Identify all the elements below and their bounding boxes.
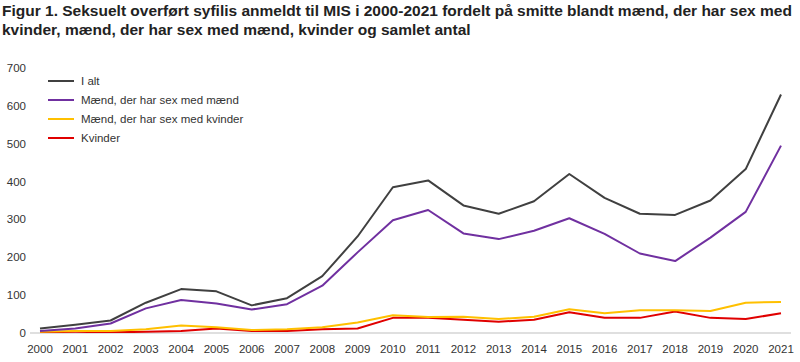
x-tick-label: 2005 [204, 343, 230, 355]
plot-area [40, 95, 781, 333]
x-tick-label: 2013 [486, 343, 512, 355]
y-tick-label: 0 [20, 327, 26, 339]
x-tick-label: 2009 [345, 343, 371, 355]
legend-swatch [48, 137, 74, 139]
x-tick-label: 2008 [309, 343, 335, 355]
x-tick-label: 2018 [662, 343, 688, 355]
series-line [40, 95, 781, 329]
y-tick-label: 500 [7, 138, 26, 150]
x-tick-label: 2015 [556, 343, 582, 355]
x-tick-label: 2003 [133, 343, 159, 355]
legend-swatch [48, 80, 74, 82]
y-tick-label: 100 [7, 289, 26, 301]
legend-label: I alt [81, 75, 100, 87]
x-tick-label: 2016 [592, 343, 618, 355]
y-tick-label: 300 [7, 213, 26, 225]
x-tick-label: 2012 [451, 343, 477, 355]
legend-swatch [48, 118, 74, 120]
x-tick-label: 2020 [733, 343, 759, 355]
y-tick-label: 400 [7, 176, 26, 188]
x-tick-label: 2001 [62, 343, 88, 355]
chart-svg: 0 100 200 300 400 500 600 700 2000 2001 2002 2003 20… [0, 0, 800, 362]
x-tick-label: 2011 [416, 343, 441, 355]
series-line [40, 146, 781, 331]
x-tick-label: 2004 [168, 343, 194, 355]
y-tick-label: 200 [7, 251, 26, 263]
legend-label: Kvinder [81, 132, 120, 144]
x-tick-label: 2010 [380, 343, 406, 355]
legend-swatch [48, 99, 74, 101]
x-tick-label: 2014 [521, 343, 547, 355]
x-tick-label: 2021 [768, 343, 794, 355]
x-tick-label: 2017 [627, 343, 653, 355]
y-tick-label: 600 [7, 100, 26, 112]
y-tick-label: 700 [7, 62, 26, 74]
x-tick-label: 2000 [27, 343, 53, 355]
legend-label: Mænd, der har sex med kvinder [81, 113, 244, 125]
legend-label: Mænd, der har sex med mænd [81, 94, 239, 106]
x-tick-label: 2007 [274, 343, 300, 355]
x-tick-label: 2002 [98, 343, 124, 355]
x-tick-label: 2006 [239, 343, 265, 355]
chart-title: Figur 1. Seksuelt overført syfilis anmel… [2, 1, 794, 39]
x-tick-label: 2019 [698, 343, 724, 355]
